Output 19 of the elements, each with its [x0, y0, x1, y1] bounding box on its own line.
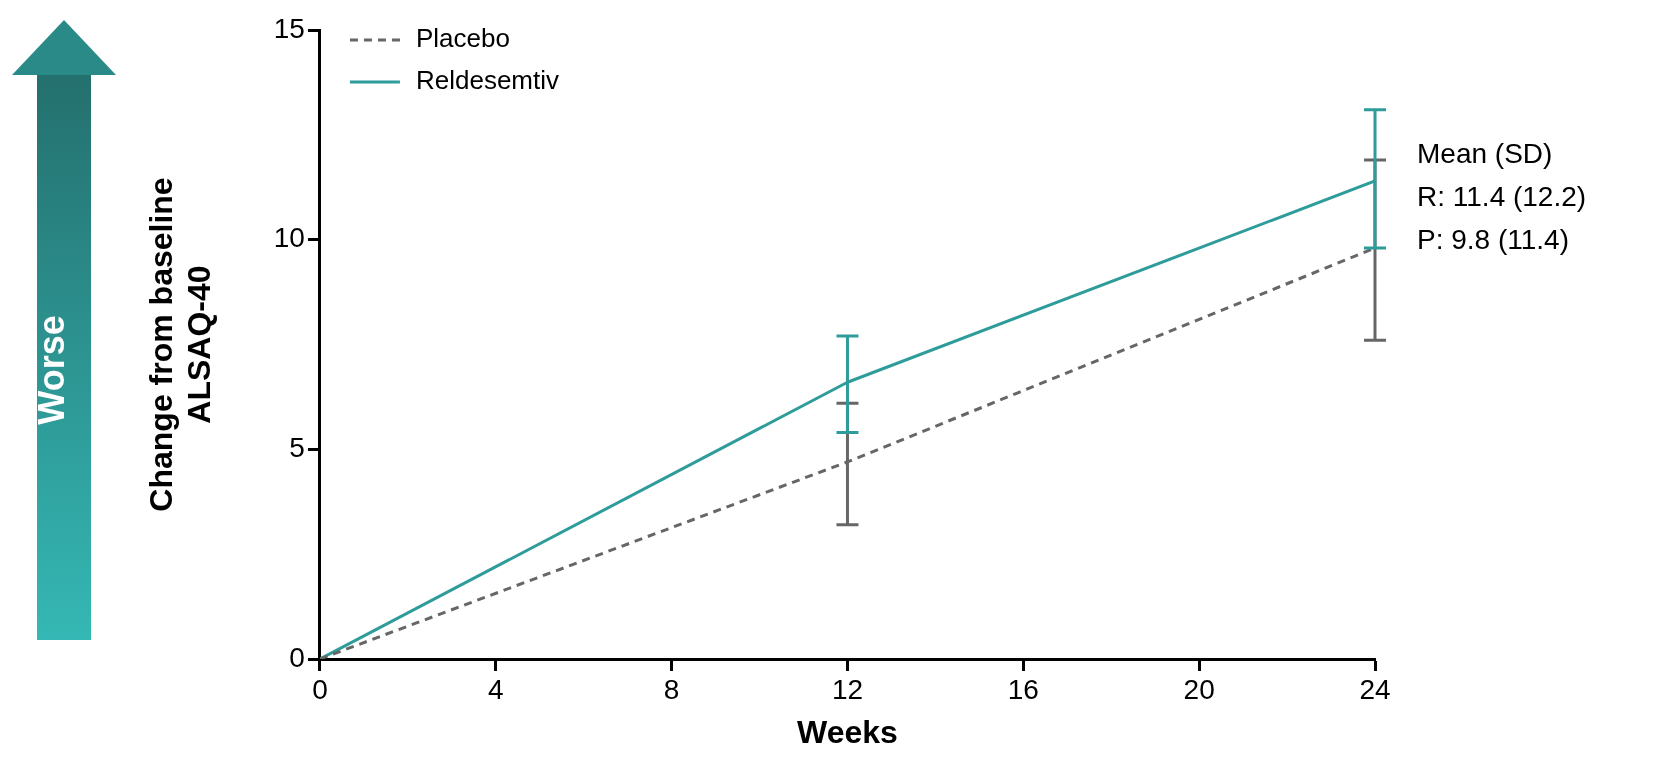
- x-tick-label: 12: [831, 673, 864, 705]
- text: Worse: [31, 315, 73, 425]
- legend-label: Placebo: [415, 23, 510, 54]
- y-tick-label: 5: [289, 432, 305, 464]
- text: Mean (SD): [1417, 137, 1553, 169]
- x-axis-title: Weeks: [797, 713, 898, 750]
- text: P: 9.8 (11.4): [1417, 223, 1570, 255]
- y-axis-title: Change from baseline ALSAQ-40: [143, 177, 218, 512]
- x-tick-label: 24: [1359, 673, 1391, 705]
- x-tick-label: 16: [1007, 673, 1039, 705]
- text: R: 11.4 (12.2): [1417, 180, 1587, 212]
- y-tick-label: 10: [273, 222, 305, 254]
- legend-label: Reldesemtiv: [415, 65, 560, 96]
- x-tick-label: 20: [1183, 673, 1215, 705]
- y-tick-label: 0: [289, 641, 305, 673]
- x-tick-label: 8: [663, 673, 680, 705]
- x-tick-label: 4: [488, 673, 504, 705]
- x-tick-label: 0: [312, 673, 328, 705]
- y-tick-label: 15: [273, 12, 305, 44]
